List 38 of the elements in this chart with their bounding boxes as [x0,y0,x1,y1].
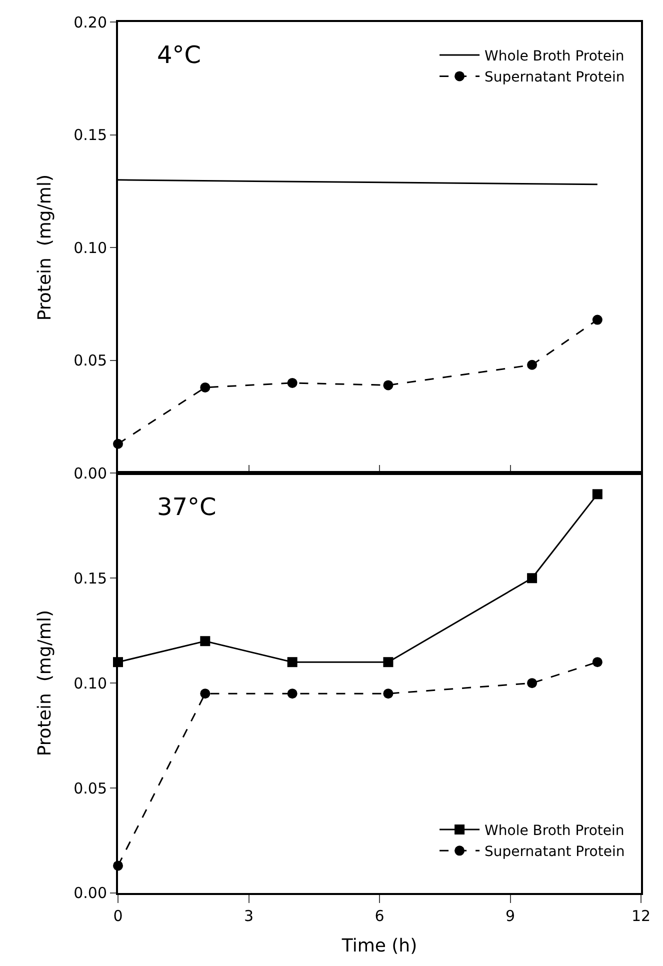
y-tick-label: 0.00 [74,464,107,482]
y-axis-title: Protein (mg/ml) [34,174,56,321]
y-tick-label: 0.05 [74,352,107,370]
point [527,360,538,370]
x-axis-title: Time (h) [340,936,418,957]
x-tick-label: 6 [374,907,384,925]
annotation: 4°C [157,41,202,69]
y-tick-label: 0.15 [74,126,107,144]
point [592,489,602,500]
point [200,636,210,646]
y-tick-label: 0.00 [74,884,107,902]
legend-label: Supernatant Protein [484,844,625,860]
y-tick-label: 0.05 [74,779,107,798]
point [383,688,394,699]
point [527,573,538,584]
point [200,382,210,392]
x-tick-label: 12 [631,907,651,925]
legend-label: Supernatant Protein [484,70,625,86]
point [200,688,210,699]
point [287,378,298,388]
point [592,314,602,325]
annotation: 37°C [157,493,216,521]
y-tick-label: 0.15 [74,569,107,588]
point [287,657,298,668]
point [383,380,394,390]
point [527,678,538,688]
point [592,657,602,668]
y-tick-label: 0.10 [74,238,107,257]
point [287,688,298,699]
y-tick-label: 0.10 [74,674,107,692]
x-tick-label: 9 [505,907,516,925]
point [383,657,394,668]
legend-label: Whole Broth Protein [484,48,624,64]
x-tick-label: 3 [244,907,254,925]
x-tick-label: 0 [113,907,123,925]
legend-label: Whole Broth Protein [484,822,624,839]
y-tick-label: 0.20 [74,13,107,32]
y-axis-title: Protein (mg/ml) [34,610,56,756]
